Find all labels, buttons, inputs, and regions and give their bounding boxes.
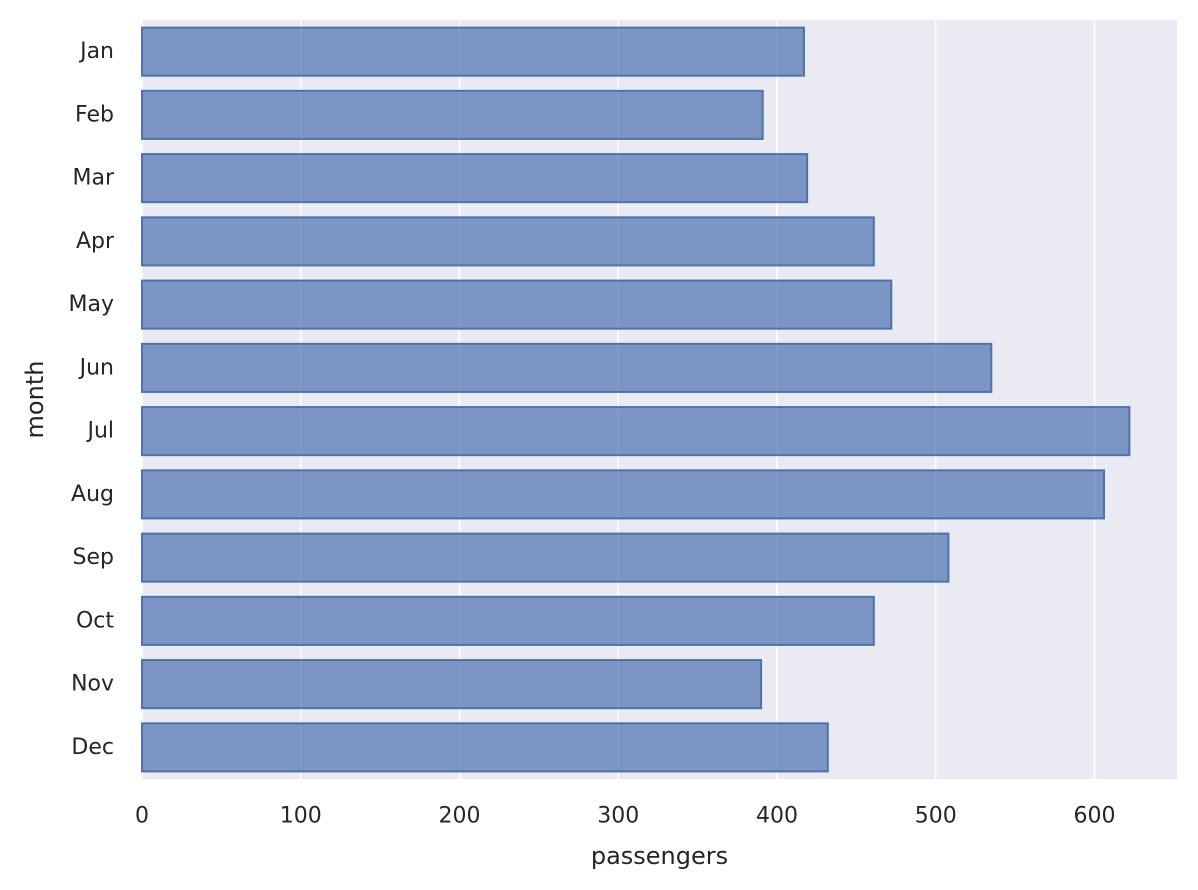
y-tick-label-jan: Jan: [78, 39, 114, 64]
y-tick-label-nov: Nov: [71, 672, 114, 697]
bar-mar: [141, 153, 809, 204]
y-tick-label-mar: Mar: [72, 166, 114, 191]
x-tick-label-0: 0: [135, 804, 149, 829]
y-tick-label-oct: Oct: [76, 608, 114, 633]
y-tick-label-may: May: [69, 292, 114, 317]
y-tick-label-apr: Apr: [76, 229, 115, 254]
plot-background: [142, 20, 1177, 779]
x-tick-label-200: 200: [438, 804, 480, 829]
y-tick-label-feb: Feb: [75, 102, 114, 127]
y-tick-label-aug: Aug: [71, 482, 114, 507]
y-axis-label: month: [21, 361, 49, 439]
bar-jan: [141, 26, 805, 77]
bar-oct: [141, 595, 875, 646]
bars: [141, 26, 1131, 773]
bar-dec: [141, 722, 829, 773]
bar-aug: [141, 469, 1105, 520]
bar-apr: [141, 216, 875, 267]
x-tick-label-600: 600: [1073, 804, 1115, 829]
y-tick-label-jun: Jun: [78, 355, 114, 380]
bar-sep: [141, 532, 950, 583]
x-axis-label: passengers: [591, 842, 728, 870]
y-tick-label-dec: Dec: [71, 735, 114, 760]
y-tick-labels: Jan Feb Mar Apr May Jun Jul Aug Sep Oct Nov Dec: [69, 39, 115, 760]
bar-may: [141, 279, 893, 330]
x-tick-labels: 0 100 200 300 400 500 600: [135, 804, 1115, 829]
x-tick-label-300: 300: [597, 804, 639, 829]
bar-feb: [141, 89, 764, 140]
bar-nov: [141, 659, 763, 710]
x-tick-label-100: 100: [280, 804, 322, 829]
bar-jun: [141, 342, 993, 393]
gridlines: [141, 20, 1096, 779]
y-tick-label-sep: Sep: [73, 545, 114, 570]
y-tick-label-jul: Jul: [85, 419, 114, 444]
bar-jul: [141, 406, 1131, 457]
x-tick-label-400: 400: [756, 804, 798, 829]
x-tick-label-500: 500: [915, 804, 957, 829]
